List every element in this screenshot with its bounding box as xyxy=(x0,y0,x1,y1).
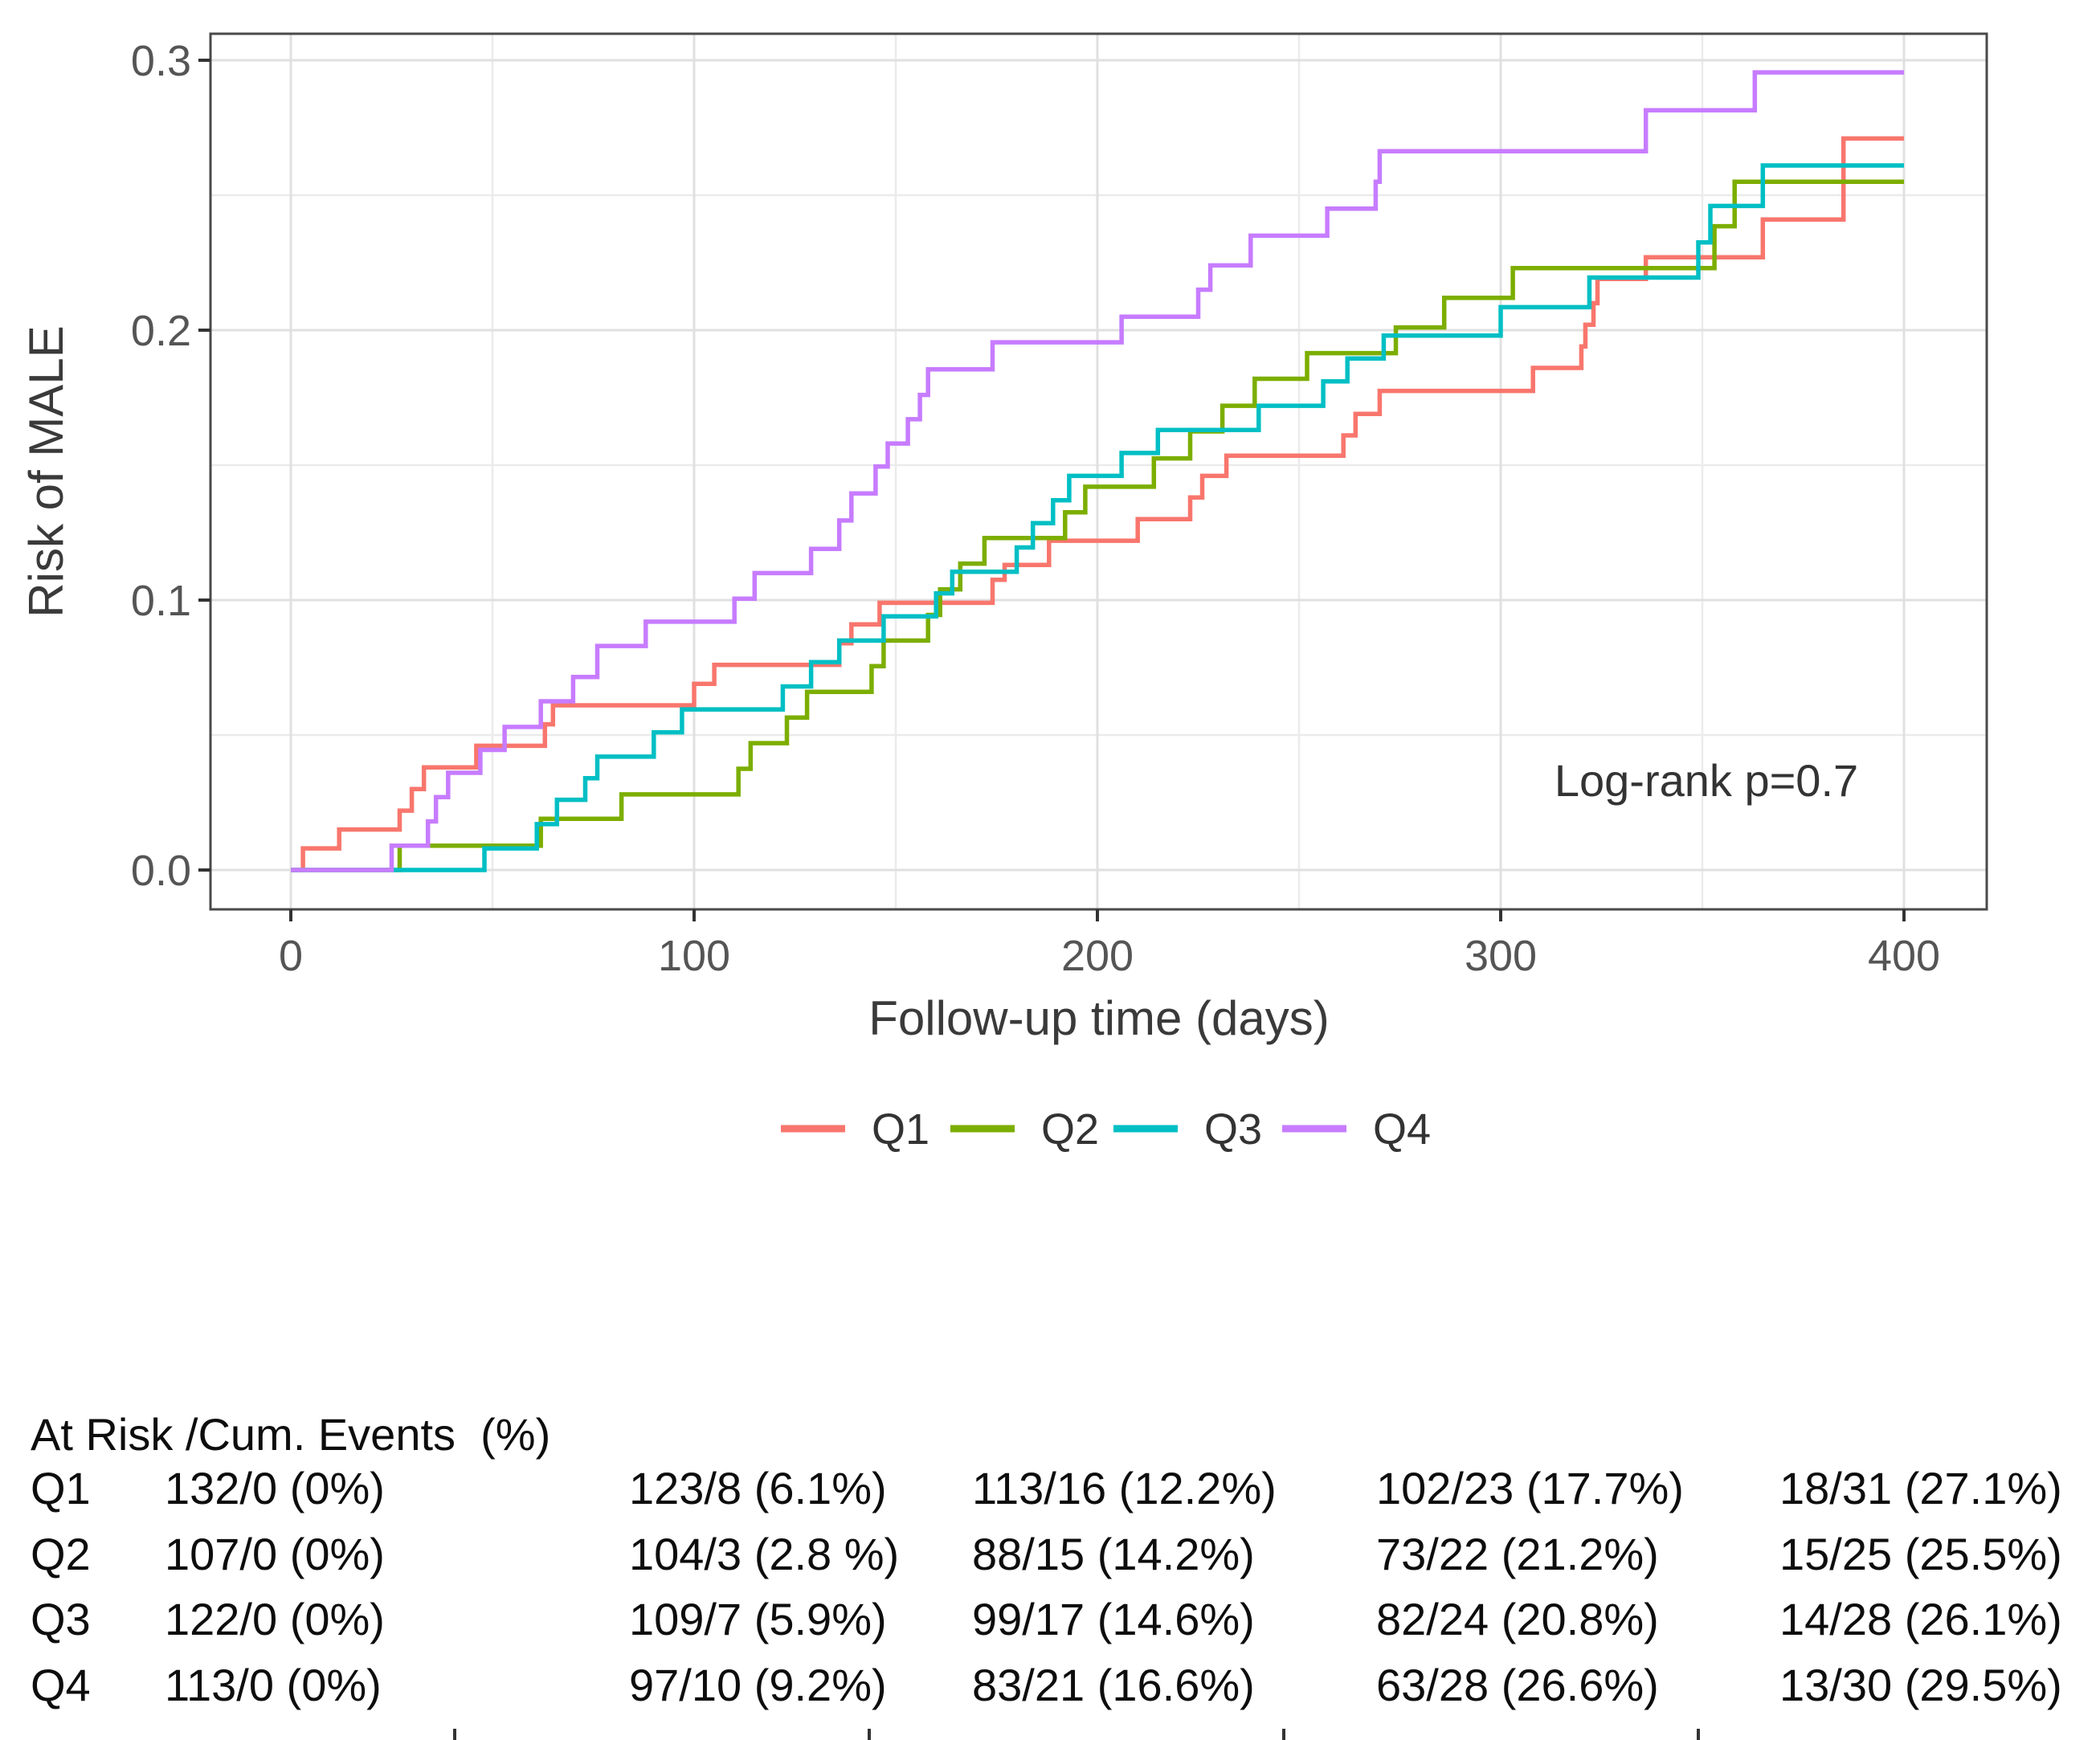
curve-Q4 xyxy=(291,70,1904,872)
y-tick-label: 0.0 xyxy=(131,847,191,895)
y-tick-label: 0.3 xyxy=(131,37,191,85)
x-tick-label: 0 xyxy=(279,932,303,980)
cropped-axis-ticks xyxy=(453,1729,1700,1740)
y-axis-title: Risk of MALE xyxy=(19,325,73,617)
legend-item-Q3: Q3 xyxy=(1113,1105,1262,1154)
legend: Q1 Q2 Q3 Q4 xyxy=(781,1105,1431,1154)
curve-Q1 xyxy=(291,136,1904,872)
y-tick-label: 0.1 xyxy=(131,577,191,625)
legend-item-Q1: Q1 xyxy=(781,1105,929,1154)
logrank-annotation: Log-rank p=0.7 xyxy=(1555,755,1858,806)
curve-Q2 xyxy=(291,179,1904,872)
legend-label-Q2: Q2 xyxy=(1041,1105,1099,1154)
y-tick-label: 0.2 xyxy=(131,307,191,355)
curve-Q3 xyxy=(291,163,1904,872)
survival-curves xyxy=(291,70,1904,872)
legend-item-Q4: Q4 xyxy=(1282,1105,1431,1154)
axis-tick-labels: 0 100 200 300 400 0.0 0.1 0.2 0.3 xyxy=(131,37,1940,980)
axis-ticks xyxy=(198,59,1906,921)
x-tick-label: 100 xyxy=(658,932,730,980)
x-axis-title: Follow-up time (days) xyxy=(868,991,1330,1045)
legend-label-Q1: Q1 xyxy=(872,1105,929,1154)
legend-item-Q2: Q2 xyxy=(950,1105,1099,1154)
x-tick-label: 300 xyxy=(1465,932,1537,980)
x-tick-label: 400 xyxy=(1868,932,1940,980)
legend-label-Q4: Q4 xyxy=(1373,1105,1431,1154)
x-tick-label: 200 xyxy=(1061,932,1134,980)
legend-label-Q3: Q3 xyxy=(1204,1105,1262,1154)
